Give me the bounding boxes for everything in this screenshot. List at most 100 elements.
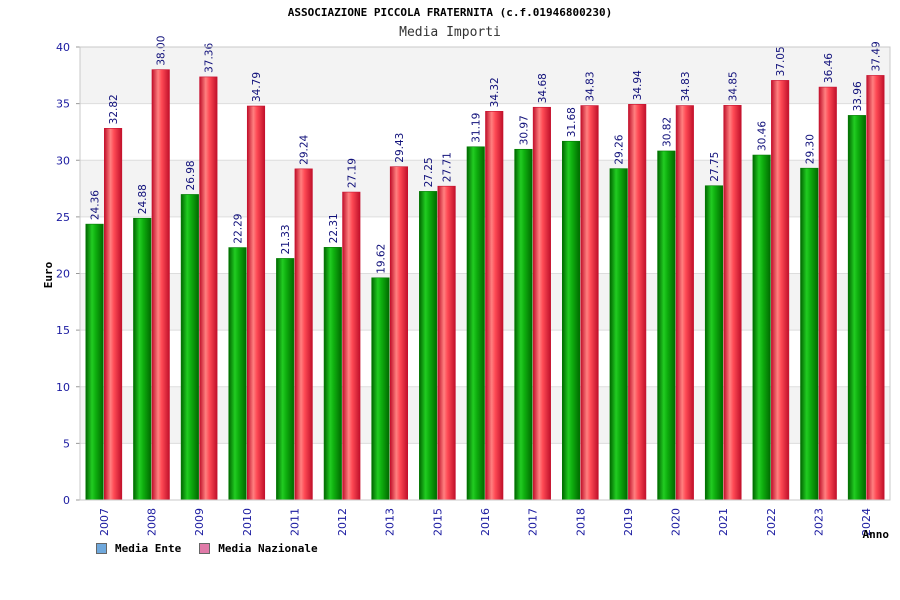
data-label-nazionale: 34.32 (489, 77, 501, 107)
data-label-nazionale: 34.79 (251, 72, 263, 102)
legend-swatch-nazionale (199, 543, 211, 554)
bar-ente-2008 (133, 217, 152, 501)
bar-ente-2011 (276, 258, 295, 501)
bar-nazionale-2017 (532, 106, 551, 501)
data-label-ente: 31.19 (471, 113, 483, 143)
x-tick-label: 2019 (622, 508, 635, 536)
data-label-ente: 30.46 (757, 121, 769, 151)
data-label-ente: 30.97 (518, 115, 530, 145)
x-axis-ticks: 2007 2008 2009 2010 2011 2012 2013 2015 2016 2017… (98, 508, 873, 536)
bars: 24.36 32.82 24.88 38.00 26.98 37.36 22.29 34.79… (85, 36, 885, 501)
y-axis-label: Euro (42, 261, 55, 288)
data-label-nazionale: 29.43 (394, 133, 406, 163)
bar-ente-2018 (561, 140, 581, 501)
bar-ente-2022 (752, 154, 771, 501)
bar-ente-2007 (85, 223, 104, 501)
bar-nazionale-2021 (723, 105, 742, 501)
data-label-nazionale: 34.83 (585, 71, 597, 101)
bar-nazionale-2020 (675, 105, 694, 501)
data-label-nazionale: 37.05 (775, 46, 787, 76)
x-tick-label: 2013 (384, 508, 397, 536)
bar-nazionale-2024 (866, 75, 885, 501)
data-label-nazionale: 34.68 (537, 73, 549, 103)
data-label-nazionale: 27.19 (346, 158, 358, 188)
bar-ente-2013 (371, 277, 390, 501)
data-label-nazionale: 37.49 (870, 41, 882, 71)
bar-ente-2023 (800, 167, 819, 501)
data-label-ente: 29.26 (614, 134, 626, 164)
data-label-nazionale: 27.71 (442, 152, 454, 182)
x-tick-label: 2018 (574, 508, 587, 536)
bar-ente-2020 (657, 150, 676, 501)
bar-ente-2017 (514, 148, 533, 501)
y-tick-label: 35 (56, 98, 70, 111)
data-label-nazionale: 38.00 (156, 36, 168, 66)
data-label-nazionale: 36.46 (823, 53, 835, 83)
bar-nazionale-2010 (246, 105, 266, 501)
legend-label-ente: Media Ente (115, 542, 182, 555)
x-tick-label: 2023 (813, 508, 826, 536)
chart-subtitle: Media Importi (399, 25, 501, 40)
data-label-ente: 22.29 (233, 214, 245, 244)
bar-nazionale-2019 (628, 104, 647, 501)
x-tick-label: 2015 (431, 508, 444, 536)
bar-ente-2010 (228, 247, 247, 501)
data-label-nazionale: 34.83 (680, 71, 692, 101)
data-label-ente: 24.88 (137, 184, 149, 214)
data-label-ente: 19.62 (375, 244, 387, 274)
data-label-nazionale: 32.82 (108, 94, 120, 124)
data-label-ente: 33.96 (852, 81, 864, 111)
y-tick-label: 0 (63, 494, 70, 507)
bar-ente-2015 (419, 191, 438, 501)
legend-item-nazionale: Media Nazionale (199, 542, 318, 555)
legend-item-ente: Media Ente (96, 542, 181, 555)
data-label-ente: 22.31 (328, 213, 340, 243)
x-tick-label: 2011 (288, 508, 301, 536)
data-label-ente: 30.82 (661, 117, 673, 147)
bar-ente-2024 (847, 115, 866, 501)
data-label-nazionale: 34.94 (632, 70, 644, 100)
x-tick-label: 2021 (717, 508, 730, 536)
data-label-nazionale: 29.24 (299, 134, 311, 164)
data-label-nazionale: 37.36 (203, 43, 215, 73)
x-tick-label: 2010 (241, 508, 254, 536)
x-tick-label: 2016 (479, 508, 492, 536)
bar-nazionale-2012 (342, 191, 361, 501)
y-tick-label: 25 (56, 211, 70, 224)
bar-nazionale-2011 (294, 168, 313, 501)
x-tick-label: 2022 (765, 508, 778, 536)
bar-nazionale-2007 (104, 128, 123, 501)
x-tick-label: 2012 (336, 508, 349, 536)
data-label-ente: 27.25 (423, 157, 435, 187)
bar-nazionale-2015 (437, 185, 456, 501)
y-tick-label: 40 (56, 41, 70, 54)
x-tick-label: 2007 (98, 508, 111, 536)
x-tick-label: 2020 (670, 508, 683, 536)
legend: Media Ente Media Nazionale (96, 542, 318, 555)
data-label-ente: 29.30 (804, 134, 816, 164)
bar-ente-2016 (466, 146, 485, 501)
data-label-ente: 21.33 (280, 224, 292, 254)
y-tick-label: 20 (56, 268, 70, 281)
bar-ente-2021 (704, 185, 724, 501)
y-tick-label: 15 (56, 324, 70, 337)
legend-swatch-ente (96, 543, 107, 554)
y-axis-ticks: 0 5 10 15 20 25 30 35 40 (56, 41, 80, 507)
x-tick-label: 2017 (527, 508, 540, 536)
legend-label-nazionale: Media Nazionale (218, 542, 318, 555)
bar-ente-2012 (323, 247, 342, 501)
y-tick-label: 30 (56, 154, 70, 167)
x-axis-label: Anno (863, 528, 890, 541)
x-tick-label: 2009 (193, 508, 206, 536)
bar-nazionale-2008 (151, 69, 170, 501)
bar-nazionale-2013 (389, 166, 409, 501)
data-label-nazionale: 34.85 (727, 71, 739, 101)
data-label-ente: 27.75 (709, 152, 721, 182)
x-tick-label: 2008 (145, 508, 158, 536)
bar-nazionale-2022 (771, 80, 790, 501)
y-tick-label: 10 (56, 381, 70, 394)
bar-nazionale-2016 (485, 111, 504, 501)
data-label-ente: 24.36 (90, 190, 102, 220)
x-tick-label: 2024 (860, 508, 873, 536)
